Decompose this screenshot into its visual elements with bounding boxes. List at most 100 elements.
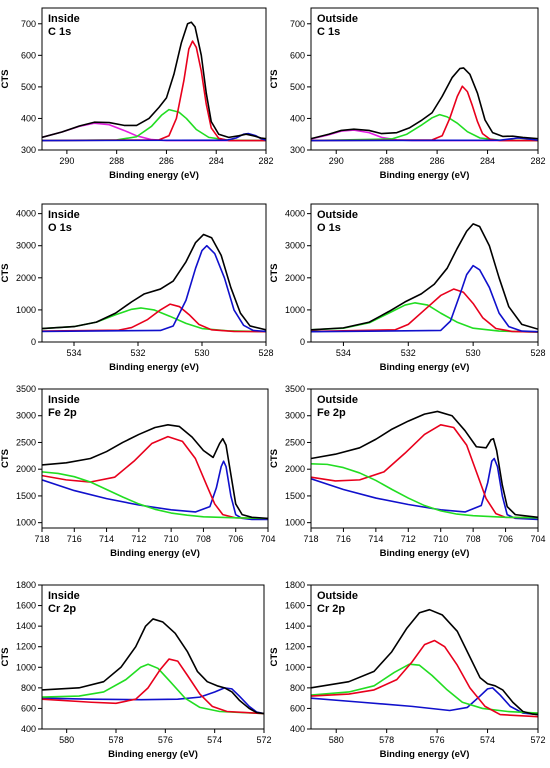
x-tick-label: 716	[336, 534, 351, 544]
x-tick-label: 712	[401, 534, 416, 544]
x-tick-label: 530	[466, 348, 481, 358]
y-tick-label: 700	[290, 19, 305, 29]
x-tick-label: 718	[34, 534, 49, 544]
plot-frame	[41, 584, 265, 730]
series-line-red	[311, 424, 538, 519]
y-tick-label: 2000	[16, 464, 36, 474]
plot-frame	[41, 7, 267, 151]
panel-6: 718 716 714 712 710 708 706 704 1000 1500 2000 2500…	[269, 384, 546, 559]
panel-2: 290 288 286 284 282 300 400 500 600 700 Binding en…	[269, 7, 546, 181]
plot-frame	[41, 388, 269, 529]
series-line-green	[42, 108, 266, 142]
x-tick-label: 288	[379, 156, 394, 166]
panel-4: 534 532 530 528 0 1000 2000 3000 4000 Binding ene…	[269, 203, 546, 373]
y-axis-label: CTS	[0, 449, 11, 468]
x-tick-label: 534	[336, 348, 351, 358]
series-line-blue	[42, 244, 266, 333]
series-line-blue	[311, 687, 538, 716]
x-tick-label: 572	[530, 735, 545, 745]
panel-8: 580 578 576 574 572 400 600 800 1000 1200 1400 1600…	[269, 580, 546, 760]
panel-title-line: C 1s	[48, 26, 71, 38]
y-tick-label: 1200	[285, 642, 305, 652]
x-tick-label: 714	[368, 534, 383, 544]
panel-title-line: Outside	[317, 394, 358, 406]
panel-title-line: Outside	[317, 590, 358, 602]
x-axis-label: Binding energy (eV)	[380, 362, 470, 373]
y-tick-label: 600	[21, 50, 36, 60]
y-tick-label: 1000	[16, 518, 36, 528]
y-tick-label: 3000	[285, 411, 305, 421]
y-tick-label: 1500	[285, 491, 305, 501]
y-axis-label: CTS	[0, 264, 11, 283]
y-tick-label: 4000	[285, 209, 305, 219]
y-axis-label: CTS	[269, 264, 280, 283]
y-tick-label: 300	[21, 145, 36, 155]
y-tick-label: 800	[290, 683, 305, 693]
panel-1: 290 288 286 284 282 300 400 500 600 700 Binding en…	[0, 7, 274, 181]
x-tick-label: 712	[131, 534, 146, 544]
y-tick-label: 400	[290, 724, 305, 734]
x-tick-label: 578	[379, 735, 394, 745]
y-tick-label: 1800	[285, 580, 305, 590]
y-tick-label: 600	[290, 50, 305, 60]
panel-title-line: Fe 2p	[317, 407, 346, 419]
series-line-red	[42, 435, 268, 520]
y-tick-label: 800	[21, 683, 36, 693]
y-tick-label: 1600	[285, 601, 305, 611]
x-tick-label: 710	[433, 534, 448, 544]
x-axis-label: Binding energy (eV)	[109, 170, 199, 181]
series-line-red	[311, 639, 538, 718]
plot-frame	[310, 388, 539, 529]
x-tick-label: 580	[59, 735, 74, 745]
series-line-envelope	[42, 424, 268, 520]
y-tick-label: 1000	[285, 518, 305, 528]
panel-7: 580 578 576 574 572 400 600 800 1000 1200 1400 1600…	[0, 580, 272, 760]
x-tick-label: 534	[66, 348, 81, 358]
x-axis-label: Binding energy (eV)	[108, 749, 198, 760]
y-tick-label: 300	[290, 145, 305, 155]
y-tick-label: 4000	[16, 209, 36, 219]
series-line-green	[311, 463, 538, 519]
panel-title-line: Outside	[317, 13, 358, 25]
y-tick-label: 400	[290, 113, 305, 123]
y-tick-label: 3000	[16, 241, 36, 251]
y-tick-label: 2000	[285, 273, 305, 283]
x-tick-label: 282	[258, 156, 273, 166]
x-tick-label: 290	[329, 156, 344, 166]
series-line-blue	[311, 264, 538, 333]
x-tick-label: 286	[430, 156, 445, 166]
panel-title-line: C 1s	[317, 26, 340, 38]
panel-3: 534 532 530 528 0 1000 2000 3000 4000 Binding ene…	[0, 203, 274, 373]
y-tick-label: 3000	[285, 241, 305, 251]
y-tick-label: 600	[290, 703, 305, 713]
x-axis-label: Binding energy (eV)	[380, 749, 470, 760]
y-tick-label: 1500	[16, 491, 36, 501]
curves	[42, 233, 266, 333]
x-axis-label: Binding energy (eV)	[380, 170, 470, 181]
x-tick-label: 532	[401, 348, 416, 358]
y-tick-label: 2500	[16, 437, 36, 447]
panel-title-line: Cr 2p	[48, 603, 76, 615]
series-line-green	[42, 471, 268, 520]
plot-frame	[310, 7, 539, 151]
series-line-envelope	[42, 233, 266, 331]
panel-title-line: Cr 2p	[317, 603, 345, 615]
curves	[42, 618, 264, 715]
series-line-red	[311, 85, 538, 142]
x-tick-label: 574	[207, 735, 222, 745]
y-tick-label: 1000	[285, 662, 305, 672]
x-tick-label: 708	[196, 534, 211, 544]
y-tick-label: 1200	[16, 642, 36, 652]
curves	[42, 424, 268, 521]
y-axis-label: CTS	[0, 70, 11, 89]
x-tick-label: 532	[130, 348, 145, 358]
x-tick-label: 578	[108, 735, 123, 745]
x-axis-label: Binding energy (eV)	[110, 548, 200, 559]
x-tick-label: 706	[228, 534, 243, 544]
x-tick-label: 718	[303, 534, 318, 544]
series-line-red	[42, 303, 266, 333]
x-axis-label: Binding energy (eV)	[380, 548, 470, 559]
x-tick-label: 528	[530, 348, 545, 358]
panel-title-line: Inside	[48, 590, 80, 602]
